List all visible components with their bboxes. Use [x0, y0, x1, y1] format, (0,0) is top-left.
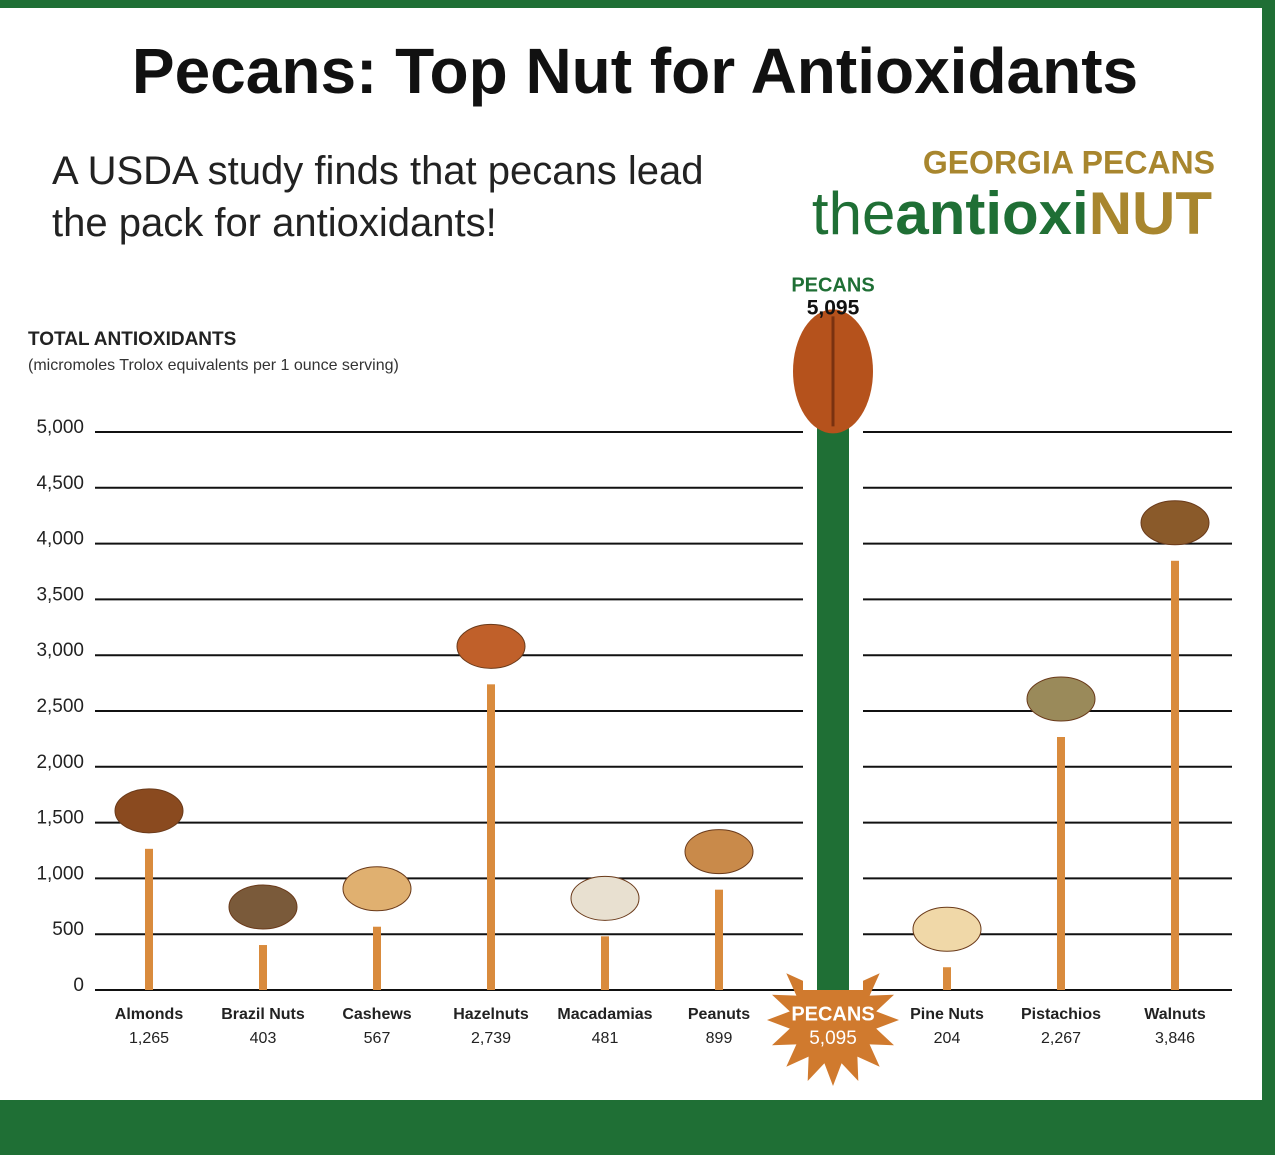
x-tick-label: Brazil Nuts — [221, 1006, 305, 1023]
bar — [1057, 737, 1065, 990]
bar — [601, 936, 609, 990]
y-tick-label: 4,000 — [36, 529, 84, 550]
frame-right — [1262, 0, 1275, 1155]
frame-bottom — [0, 1100, 1275, 1155]
value-label: 204 — [934, 1030, 961, 1047]
logo-top: GEORGIA PECANS — [923, 144, 1215, 180]
nut-icon — [912, 906, 982, 952]
x-tick-label: Walnuts — [1144, 1006, 1206, 1023]
nut-icon — [114, 788, 184, 834]
value-label: 481 — [592, 1030, 619, 1047]
value-label: 2,739 — [471, 1030, 511, 1047]
value-label: 5,095 — [809, 1028, 857, 1049]
bar — [145, 848, 153, 990]
logo-nut: NUT — [1089, 180, 1212, 247]
y-tick-label: 1,500 — [36, 808, 84, 829]
x-tick-label: Almonds — [115, 1006, 184, 1023]
value-label: 3,846 — [1155, 1030, 1195, 1047]
bar — [1171, 560, 1179, 990]
y-axis-title: TOTAL ANTIOXIDANTS — [28, 329, 236, 350]
bar — [487, 684, 495, 990]
bar — [259, 945, 267, 990]
x-tick-label: Cashews — [342, 1006, 411, 1023]
nut-icon — [456, 623, 526, 669]
y-tick-label: 1,000 — [36, 863, 84, 884]
bar — [715, 889, 723, 990]
bar — [943, 967, 951, 990]
bar — [817, 421, 849, 990]
x-tick-label: Hazelnuts — [453, 1006, 529, 1023]
y-tick-label: 2,000 — [36, 752, 84, 773]
y-tick-label: 3,500 — [36, 584, 84, 605]
y-tick-label: 500 — [52, 919, 84, 940]
x-tick-label: PECANS — [791, 1003, 874, 1025]
nut-icon — [228, 884, 298, 930]
x-tick-label: Macadamias — [557, 1006, 652, 1023]
nut-icon — [342, 866, 412, 912]
value-label: 2,267 — [1041, 1030, 1081, 1047]
y-tick-label: 3,000 — [36, 640, 84, 661]
nut-icon — [1140, 500, 1210, 546]
top-annotation-name: PECANS — [791, 274, 874, 296]
value-label: 899 — [706, 1030, 733, 1047]
frame-top — [0, 0, 1275, 8]
bar — [373, 926, 381, 990]
nut-icon — [570, 875, 640, 921]
x-tick-label: Peanuts — [688, 1006, 750, 1023]
logo-antioxi: antioxi — [895, 180, 1088, 247]
logo-the: the — [812, 180, 895, 247]
top-annotation-value: 5,095 — [807, 297, 860, 320]
y-tick-label: 0 — [73, 975, 84, 996]
nut-icon — [1026, 676, 1096, 722]
subtitle-box: A USDA study finds that pecans lead the … — [52, 149, 704, 245]
value-label: 567 — [364, 1030, 391, 1047]
value-label: 403 — [250, 1030, 277, 1047]
y-axis-subtitle: (micromoles Trolox equivalents per 1 oun… — [28, 357, 399, 374]
value-label: 1,265 — [129, 1030, 169, 1047]
x-tick-label: Pistachios — [1021, 1006, 1101, 1023]
nut-icon — [684, 829, 754, 875]
x-tick-label: Pine Nuts — [910, 1006, 984, 1023]
starburst — [767, 954, 899, 1086]
logo: theantioxiNUT — [812, 180, 1212, 247]
y-tick-label: 2,500 — [36, 696, 84, 717]
chart-title: Pecans: Top Nut for Antioxidants — [132, 35, 1138, 107]
y-tick-label: 5,000 — [36, 417, 84, 438]
y-tick-label: 4,500 — [36, 473, 84, 494]
chart-subtitle: A USDA study finds that pecans lead the … — [52, 149, 704, 245]
